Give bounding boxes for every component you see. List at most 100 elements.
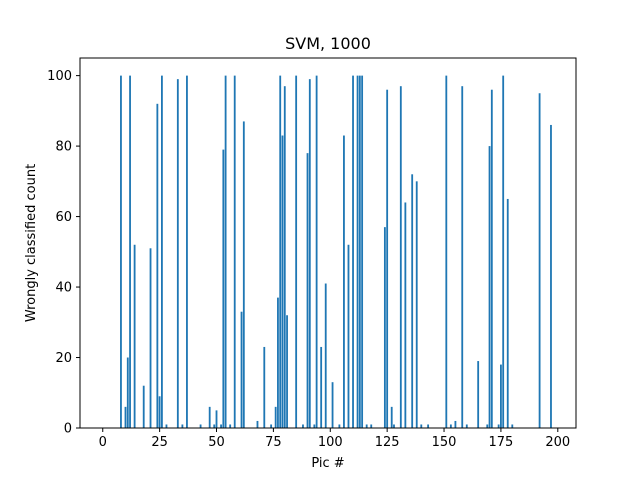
bar-pic-85 xyxy=(295,75,298,429)
bar-pic-62 xyxy=(242,121,245,429)
bar-pic-71 xyxy=(263,346,266,428)
bar-pic-192 xyxy=(538,93,541,429)
bar-pic-12 xyxy=(129,75,131,429)
bar-pic-37 xyxy=(186,75,188,429)
x-tick-label: 25 xyxy=(151,435,168,450)
bar-pic-56 xyxy=(229,424,232,428)
bar-pic-170 xyxy=(488,146,491,428)
bar-pic-180 xyxy=(511,424,514,428)
bar-pic-54 xyxy=(224,75,227,429)
bar-pic-175 xyxy=(500,364,502,428)
bar-pic-90 xyxy=(306,153,309,428)
bar-pic-140 xyxy=(420,424,423,428)
bar-pic-169 xyxy=(486,424,489,428)
bar-pic-74 xyxy=(270,424,273,428)
y-tick-label: 40 xyxy=(55,281,72,296)
plot-frame xyxy=(79,57,577,429)
bar-pic-98 xyxy=(324,283,327,428)
x-tick-label: 200 xyxy=(545,435,570,450)
bar-pic-151 xyxy=(445,75,448,429)
bar-pic-14 xyxy=(133,244,136,428)
x-tick-label: 50 xyxy=(208,435,225,450)
y-tick-label: 0 xyxy=(64,422,72,437)
bar-pic-28 xyxy=(165,424,168,428)
bar-pic-93 xyxy=(313,424,316,428)
x-axis-label: Pic # xyxy=(311,456,344,471)
bar-pic-197 xyxy=(550,124,552,428)
bar-pic-47 xyxy=(208,406,211,428)
bar-pic-165 xyxy=(477,361,480,428)
x-tick-label: 175 xyxy=(489,435,514,450)
bar-pic-53 xyxy=(222,149,225,428)
bar-pic-113 xyxy=(358,75,361,429)
bar-pic-127 xyxy=(390,406,393,428)
bar-pic-33 xyxy=(176,79,179,428)
bar-pic-94 xyxy=(315,75,318,429)
bar-pic-114 xyxy=(361,75,364,429)
x-tick-label: 0 xyxy=(99,435,107,450)
y-tick-label: 80 xyxy=(55,140,72,155)
bar-pic-8 xyxy=(120,75,122,429)
bar-pic-138 xyxy=(415,181,418,428)
bar-pic-21 xyxy=(149,248,152,428)
bar-pic-108 xyxy=(347,244,350,428)
bar-pic-10 xyxy=(124,406,127,428)
chart-title: SVM, 1000 xyxy=(285,34,371,53)
bar-pic-125 xyxy=(386,89,389,429)
bar-pic-136 xyxy=(411,174,414,428)
bar-pic-124 xyxy=(383,227,386,428)
bars-group xyxy=(120,75,552,429)
x-tick-label: 75 xyxy=(265,435,282,450)
bar-pic-106 xyxy=(343,135,345,428)
bar-pic-104 xyxy=(338,424,341,428)
bar-pic-160 xyxy=(465,424,468,428)
bar-pic-24 xyxy=(156,103,159,428)
bar-pic-153 xyxy=(449,424,452,428)
bar-pic-79 xyxy=(281,135,284,428)
y-tick-label: 60 xyxy=(55,210,72,225)
bar-pic-58 xyxy=(233,75,236,429)
bar-pic-155 xyxy=(454,420,457,428)
bar-pic-88 xyxy=(302,424,304,428)
bar-pic-158 xyxy=(461,86,464,428)
bar-pic-68 xyxy=(256,420,259,428)
bar-pic-49 xyxy=(213,424,216,428)
bar-pic-128 xyxy=(393,424,395,428)
bar-pic-26 xyxy=(161,75,163,429)
bar-pic-18 xyxy=(142,385,145,428)
bar-pic-91 xyxy=(308,79,311,428)
bar-pic-50 xyxy=(215,410,218,428)
x-tick-label: 150 xyxy=(432,435,457,450)
bar-pic-76 xyxy=(274,406,277,428)
bar-pic-25 xyxy=(158,396,161,428)
bar-pic-116 xyxy=(365,424,368,428)
bar-pic-143 xyxy=(427,424,430,428)
x-tick-label: 125 xyxy=(375,435,400,450)
bar-pic-171 xyxy=(490,89,493,429)
bar-pic-118 xyxy=(370,424,373,428)
y-tick-label: 100 xyxy=(47,69,72,84)
bar-pic-176 xyxy=(502,75,505,429)
y-axis-label: Wrongly classified count xyxy=(24,164,39,322)
bar-pic-78 xyxy=(279,75,282,429)
bar-pic-81 xyxy=(286,315,288,428)
bar-pic-77 xyxy=(277,297,279,428)
bar-pic-52 xyxy=(220,424,222,428)
bar-pic-101 xyxy=(331,382,334,428)
bar-pic-178 xyxy=(506,198,509,428)
bar-pic-61 xyxy=(240,311,243,428)
bar-pic-11 xyxy=(126,357,129,428)
bar-pic-133 xyxy=(404,202,407,428)
bar-pic-131 xyxy=(399,86,402,428)
bar-pic-35 xyxy=(181,424,184,428)
y-tick-label: 20 xyxy=(55,351,72,366)
bar-pic-174 xyxy=(497,424,500,428)
bar-pic-43 xyxy=(199,424,202,428)
y-axis-ticks: 0 20 40 60 80 100 xyxy=(47,69,80,437)
x-tick-label: 100 xyxy=(318,435,343,450)
bar-pic-80 xyxy=(283,86,286,428)
x-axis-ticks: 0 25 50 75 100 125 150 175 200 xyxy=(99,428,570,450)
bar-pic-110 xyxy=(352,75,354,429)
